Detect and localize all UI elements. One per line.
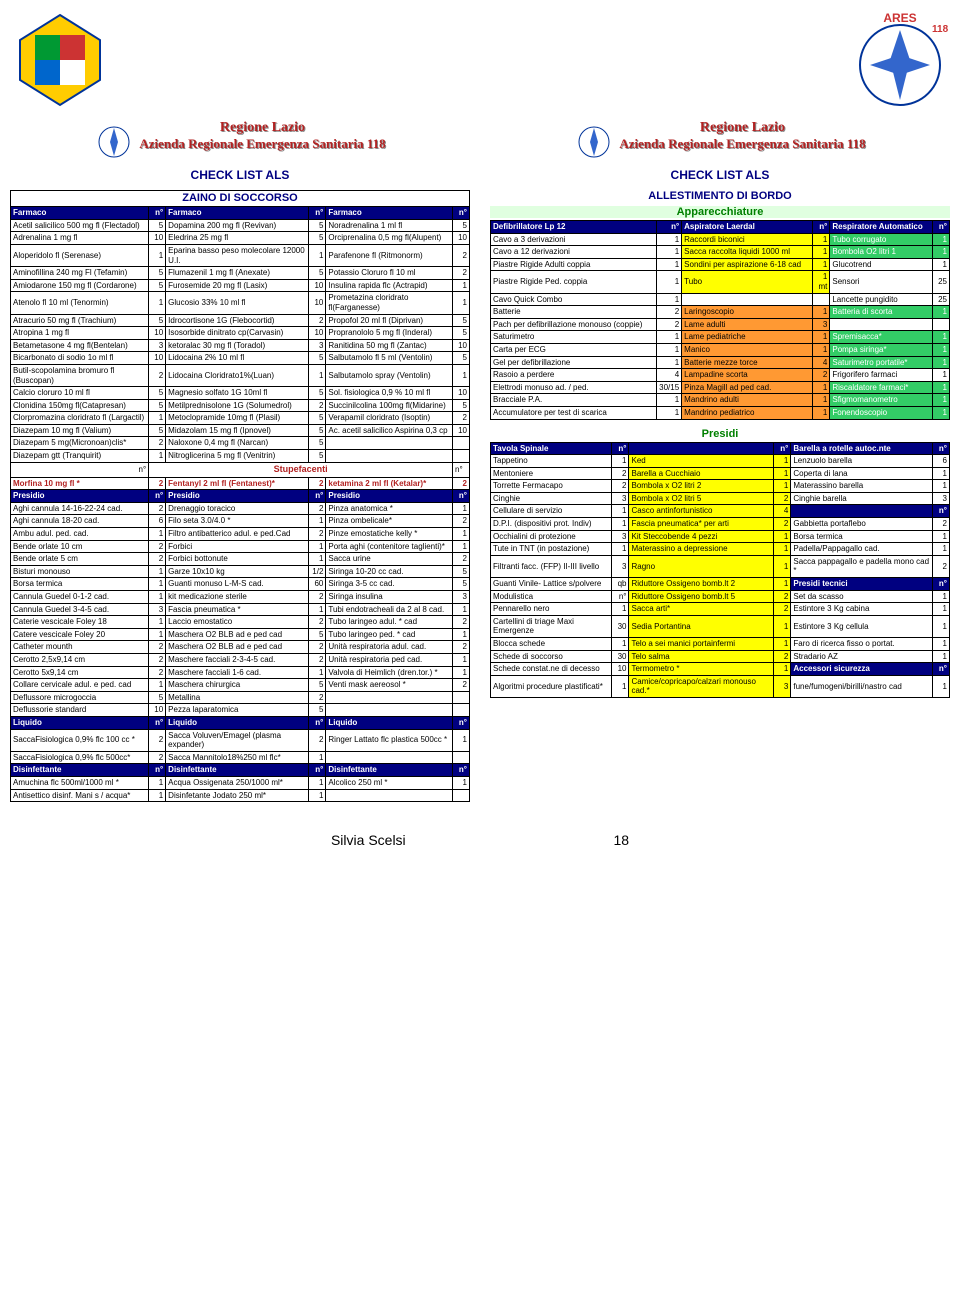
- table-row: Atropina 1 mg fl10Isosorbide dinitrato c…: [11, 327, 470, 340]
- small-ares-icon: [94, 120, 134, 160]
- apparecch-table: Defibrillatore Lp 12n°Aspiratore Laerdal…: [490, 220, 950, 420]
- table-row: Clonidina 150mg fl(Catapresan)5Metilpred…: [11, 399, 470, 412]
- table-row: Guanti Vinile- Lattice s/polvereqbRidutt…: [491, 578, 950, 591]
- region-line1: Regione Lazio: [139, 120, 385, 136]
- table-row: SaccaFisiologica 0,9% flc 100 cc *2Sacca…: [11, 729, 470, 751]
- table-row: Deflussorie standard10Pezza laparatomica…: [11, 704, 470, 717]
- table-row: Cerotto 2,5x9,14 cm2Maschere facciali 2-…: [11, 653, 470, 666]
- table-row: Tappetino1Ked1Lenzuolo barella6: [491, 455, 950, 468]
- table-row: Catere vescicale Foley 201Maschera O2 BL…: [11, 628, 470, 641]
- apparecchiature-title: Apparecchiature: [490, 206, 950, 218]
- table-row: Cannula Guedel 3-4-5 cad.3Fascia pneumat…: [11, 603, 470, 616]
- presidio-hdr: Presidio: [11, 490, 149, 503]
- table-row: Bende orlate 5 cm2Forbici bottonute1Sacc…: [11, 553, 470, 566]
- table-row: Cartellini di triage Maxi Emergenze30Sed…: [491, 615, 950, 637]
- table-row: Acetil salicilico 500 mg fl (Flectadol)5…: [11, 219, 470, 232]
- table-row: Schede constat.ne di decesso10Termometro…: [491, 663, 950, 676]
- table-row: Calcio cloruro 10 ml fl5Magnesio solfato…: [11, 387, 470, 400]
- table-row: Bracciale P.A.1Mandrino adulti1Sfigmoman…: [491, 394, 950, 407]
- table-row: Diazepam gtt (Tranquirit)1Nitroglicerina…: [11, 450, 470, 463]
- table-row: Algoritmi procedure plastificati*1Camice…: [491, 675, 950, 697]
- table-row: Cinghie3Bombola x O2 litri 52Cinghie bar…: [491, 492, 950, 505]
- table-row: Caterie vescicale Foley 181Laccio emosta…: [11, 616, 470, 629]
- svg-text:ARES: ARES: [883, 11, 916, 25]
- table-row: Collare cervicale adul. e ped. cad1Masch…: [11, 679, 470, 692]
- table-row: Schede di soccorso30Telo salma2Stradario…: [491, 650, 950, 663]
- table-row: Diazepam 5 mg(Micronoan)clis*2Naloxone 0…: [11, 437, 470, 450]
- table-row: Accumulatore per test di scarica1Mandrin…: [491, 406, 950, 419]
- table-row: Filtranti facc. (FFP) II-III livello3Rag…: [491, 555, 950, 577]
- table-row: Aminofillina 240 mg Fl (Tefamin)5Flumaze…: [11, 267, 470, 280]
- table-row: Diazepam 10 mg fl (Valium)5Midazolam 15 …: [11, 424, 470, 437]
- right-region-header: Regione Lazio Azienda Regionale Emergenz…: [490, 120, 950, 160]
- table-row: Gel per defibrillazione1Batterie mezze t…: [491, 356, 950, 369]
- region-line2: Azienda Regionale Emergenza Sanitaria 11…: [139, 136, 385, 152]
- table-row: Catheter mounth2Maschera O2 BLB ad e ped…: [11, 641, 470, 654]
- table-row: Rasoio a perdere4Lampadine scorta2Frigor…: [491, 369, 950, 382]
- table-row: Atenolo fl 10 ml (Tenormin)1Glucosio 33%…: [11, 292, 470, 314]
- table-row: Modulistican°Riduttore Ossigeno bomb.lt …: [491, 590, 950, 603]
- table-row: Aghi cannula 18-20 cad.6Filo seta 3.0/4.…: [11, 515, 470, 528]
- table-row: Butil-scopolamina bromuro fl (Buscopan)2…: [11, 364, 470, 386]
- small-ares-icon-right: [574, 120, 614, 160]
- table-row: Atracurio 50 mg fl (Trachium)5Idrocortis…: [11, 314, 470, 327]
- regional-crest-icon: [10, 10, 110, 110]
- svg-text:118: 118: [932, 24, 949, 35]
- right-column: Regione Lazio Azienda Regionale Emergenz…: [490, 120, 950, 802]
- footer-name: Silvia Scelsi: [331, 832, 406, 848]
- table-row: Tute in TNT (in postazione)1Materassino …: [491, 543, 950, 556]
- left-column: Regione Lazio Azienda Regionale Emergenz…: [10, 120, 470, 802]
- table-row: Piastre Rigide Ped. coppia1Tubo1 mtSenso…: [491, 271, 950, 293]
- table-row: Cerotto 5x9,14 cm2Maschere facciali 1-6 …: [11, 666, 470, 679]
- table-row: Piastre Rigide Adulti coppia1Sondini per…: [491, 258, 950, 271]
- liquido-hdr: Liquido: [11, 716, 149, 729]
- table-row: Bisturi monouso1Garze 10x10 kg1/2Siringa…: [11, 565, 470, 578]
- table-row: Bicarbonato di sodio 1o ml fl10Lidocaina…: [11, 352, 470, 365]
- table-row: Deflussore microgoccia5Metallina2: [11, 691, 470, 704]
- table-row: Cellulare di servizio1Casco antinfortuni…: [491, 505, 950, 518]
- table-row: SaccaFisiologica 0,9% flc 500cc*2Sacca M…: [11, 751, 470, 764]
- table-row: Adrenalina 1 mg fl10Eledrina 25 mg fl5Or…: [11, 232, 470, 245]
- left-region-header: Regione Lazio Azienda Regionale Emergenz…: [10, 120, 470, 160]
- table-row: Betametasone 4 mg fl(Bentelan)3ketoralac…: [11, 339, 470, 352]
- table-row: Amuchina flc 500ml/1000 ml *1Acqua Ossig…: [11, 776, 470, 789]
- table-row: Batterie2Laringoscopio1Batteria di scort…: [491, 306, 950, 319]
- presidi-title: Presidi: [490, 428, 950, 440]
- zaino-table: ZAINO DI SOCCORSO Farmacon° Farmacon° Fa…: [10, 190, 470, 802]
- table-row: Pach per defibrillazione monouso (coppie…: [491, 318, 950, 331]
- table-row: Mentoniere2Barella a Cucchiaio1Coperta d…: [491, 467, 950, 480]
- table-row: Aloperidolo fl (Serenase)1Eparina basso …: [11, 244, 470, 266]
- table-row: Cavo a 12 derivazioni1Sacca raccolta liq…: [491, 246, 950, 259]
- table-row: Elettrodi monuso ad. / ped.30/15Pinza Ma…: [491, 381, 950, 394]
- table-row: Amiodarone 150 mg fl (Cordarone)5Furosem…: [11, 279, 470, 292]
- table-row: Blocca schede1Telo a sei manici portainf…: [491, 638, 950, 651]
- disinf-hdr: Disinfettante: [11, 764, 149, 777]
- table-row: Torrette Fermacapo2Bombola x O2 litri 21…: [491, 480, 950, 493]
- table-row: Cavo a 3 derivazioni1Raccordi biconici1T…: [491, 233, 950, 246]
- table-row: Cannula Guedel 0-1-2 cad.1kit medicazion…: [11, 591, 470, 604]
- table-row: D.P.I. (dispositivi prot. Indiv)1Fascia …: [491, 518, 950, 531]
- check-title-left: CHECK LIST ALS: [10, 168, 470, 182]
- check-title-right: CHECK LIST ALS: [490, 168, 950, 182]
- presidi-right-table: Tavola Spinalen°n°Barella a rotelle auto…: [490, 442, 950, 698]
- zaino-title: ZAINO DI SOCCORSO: [11, 191, 470, 207]
- footer-page: 18: [613, 832, 629, 848]
- table-row: Pennarello nero1Sacca arti*2Estintore 3 …: [491, 603, 950, 616]
- ares-logo-icon: ARES 118: [850, 10, 950, 110]
- farmaco-hdr: Farmaco: [11, 207, 149, 220]
- allestimento-title: ALLESTIMENTO DI BORDO: [490, 190, 950, 202]
- table-row: Saturimetro1Lame pediatriche1Spremisacca…: [491, 331, 950, 344]
- table-row: Occhialini di protezione3Kit Steccobende…: [491, 530, 950, 543]
- table-row: Bende orlate 10 cm2Forbici1Porta aghi (c…: [11, 540, 470, 553]
- header-logos: ARES 118: [10, 10, 950, 110]
- stupefacenti-title: Stupefacenti: [274, 464, 328, 474]
- footer: Silvia Scelsi 18: [10, 832, 950, 848]
- table-row: Clorpromazina cloridrato fl (Largactil)1…: [11, 412, 470, 425]
- table-row: Antisettico disinf. Mani s / acqua*1Disi…: [11, 789, 470, 802]
- table-row: Borsa termica1Guanti monuso L-M-S cad.60…: [11, 578, 470, 591]
- table-row: Ambu adul. ped. cad.1Filtro antibatteric…: [11, 528, 470, 541]
- table-row: Aghi cannula 14-16-22-24 cad.2Drenaggio …: [11, 502, 470, 515]
- table-row: Cavo Quick Combo1Lancette pungidito25: [491, 293, 950, 306]
- table-row: Carta per ECG1Manico1Pompa siringa*1: [491, 343, 950, 356]
